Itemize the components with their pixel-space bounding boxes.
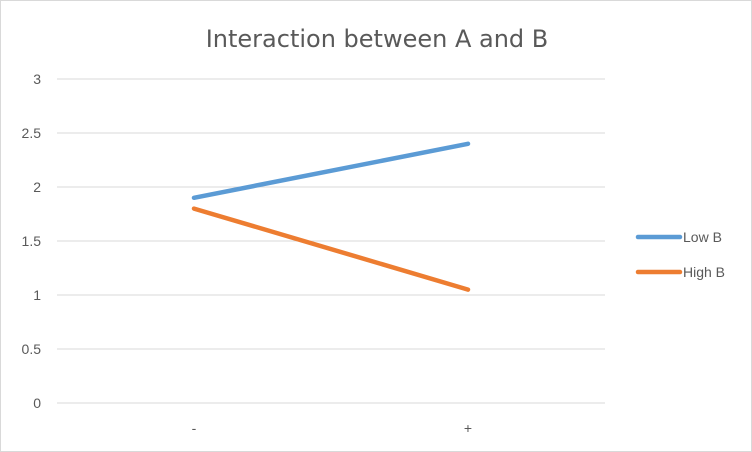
gridlines	[57, 78, 605, 404]
x-tick-label: -	[192, 420, 197, 436]
x-axis-tick-labels: - +	[192, 420, 472, 436]
x-tick-label: +	[464, 420, 472, 436]
legend-label: Low B	[683, 229, 722, 245]
y-axis-tick-labels: 0 0.5 1 1.5 2 2.5 3	[22, 71, 42, 411]
legend-label: High B	[683, 264, 725, 280]
y-tick-label: 0	[33, 395, 41, 411]
chart-title: Interaction between A and B	[206, 25, 549, 53]
y-tick-label: 2	[33, 179, 41, 195]
y-tick-label: 1	[33, 287, 41, 303]
y-tick-label: 1.5	[22, 233, 42, 249]
series-line-low-b	[191, 141, 471, 201]
y-tick-label: 3	[33, 71, 41, 87]
y-tick-label: 0.5	[22, 341, 42, 357]
series-line-high-b	[191, 206, 471, 292]
legend: Low B High B	[635, 229, 725, 280]
series-lines	[191, 141, 471, 292]
y-tick-label: 2.5	[22, 125, 42, 141]
